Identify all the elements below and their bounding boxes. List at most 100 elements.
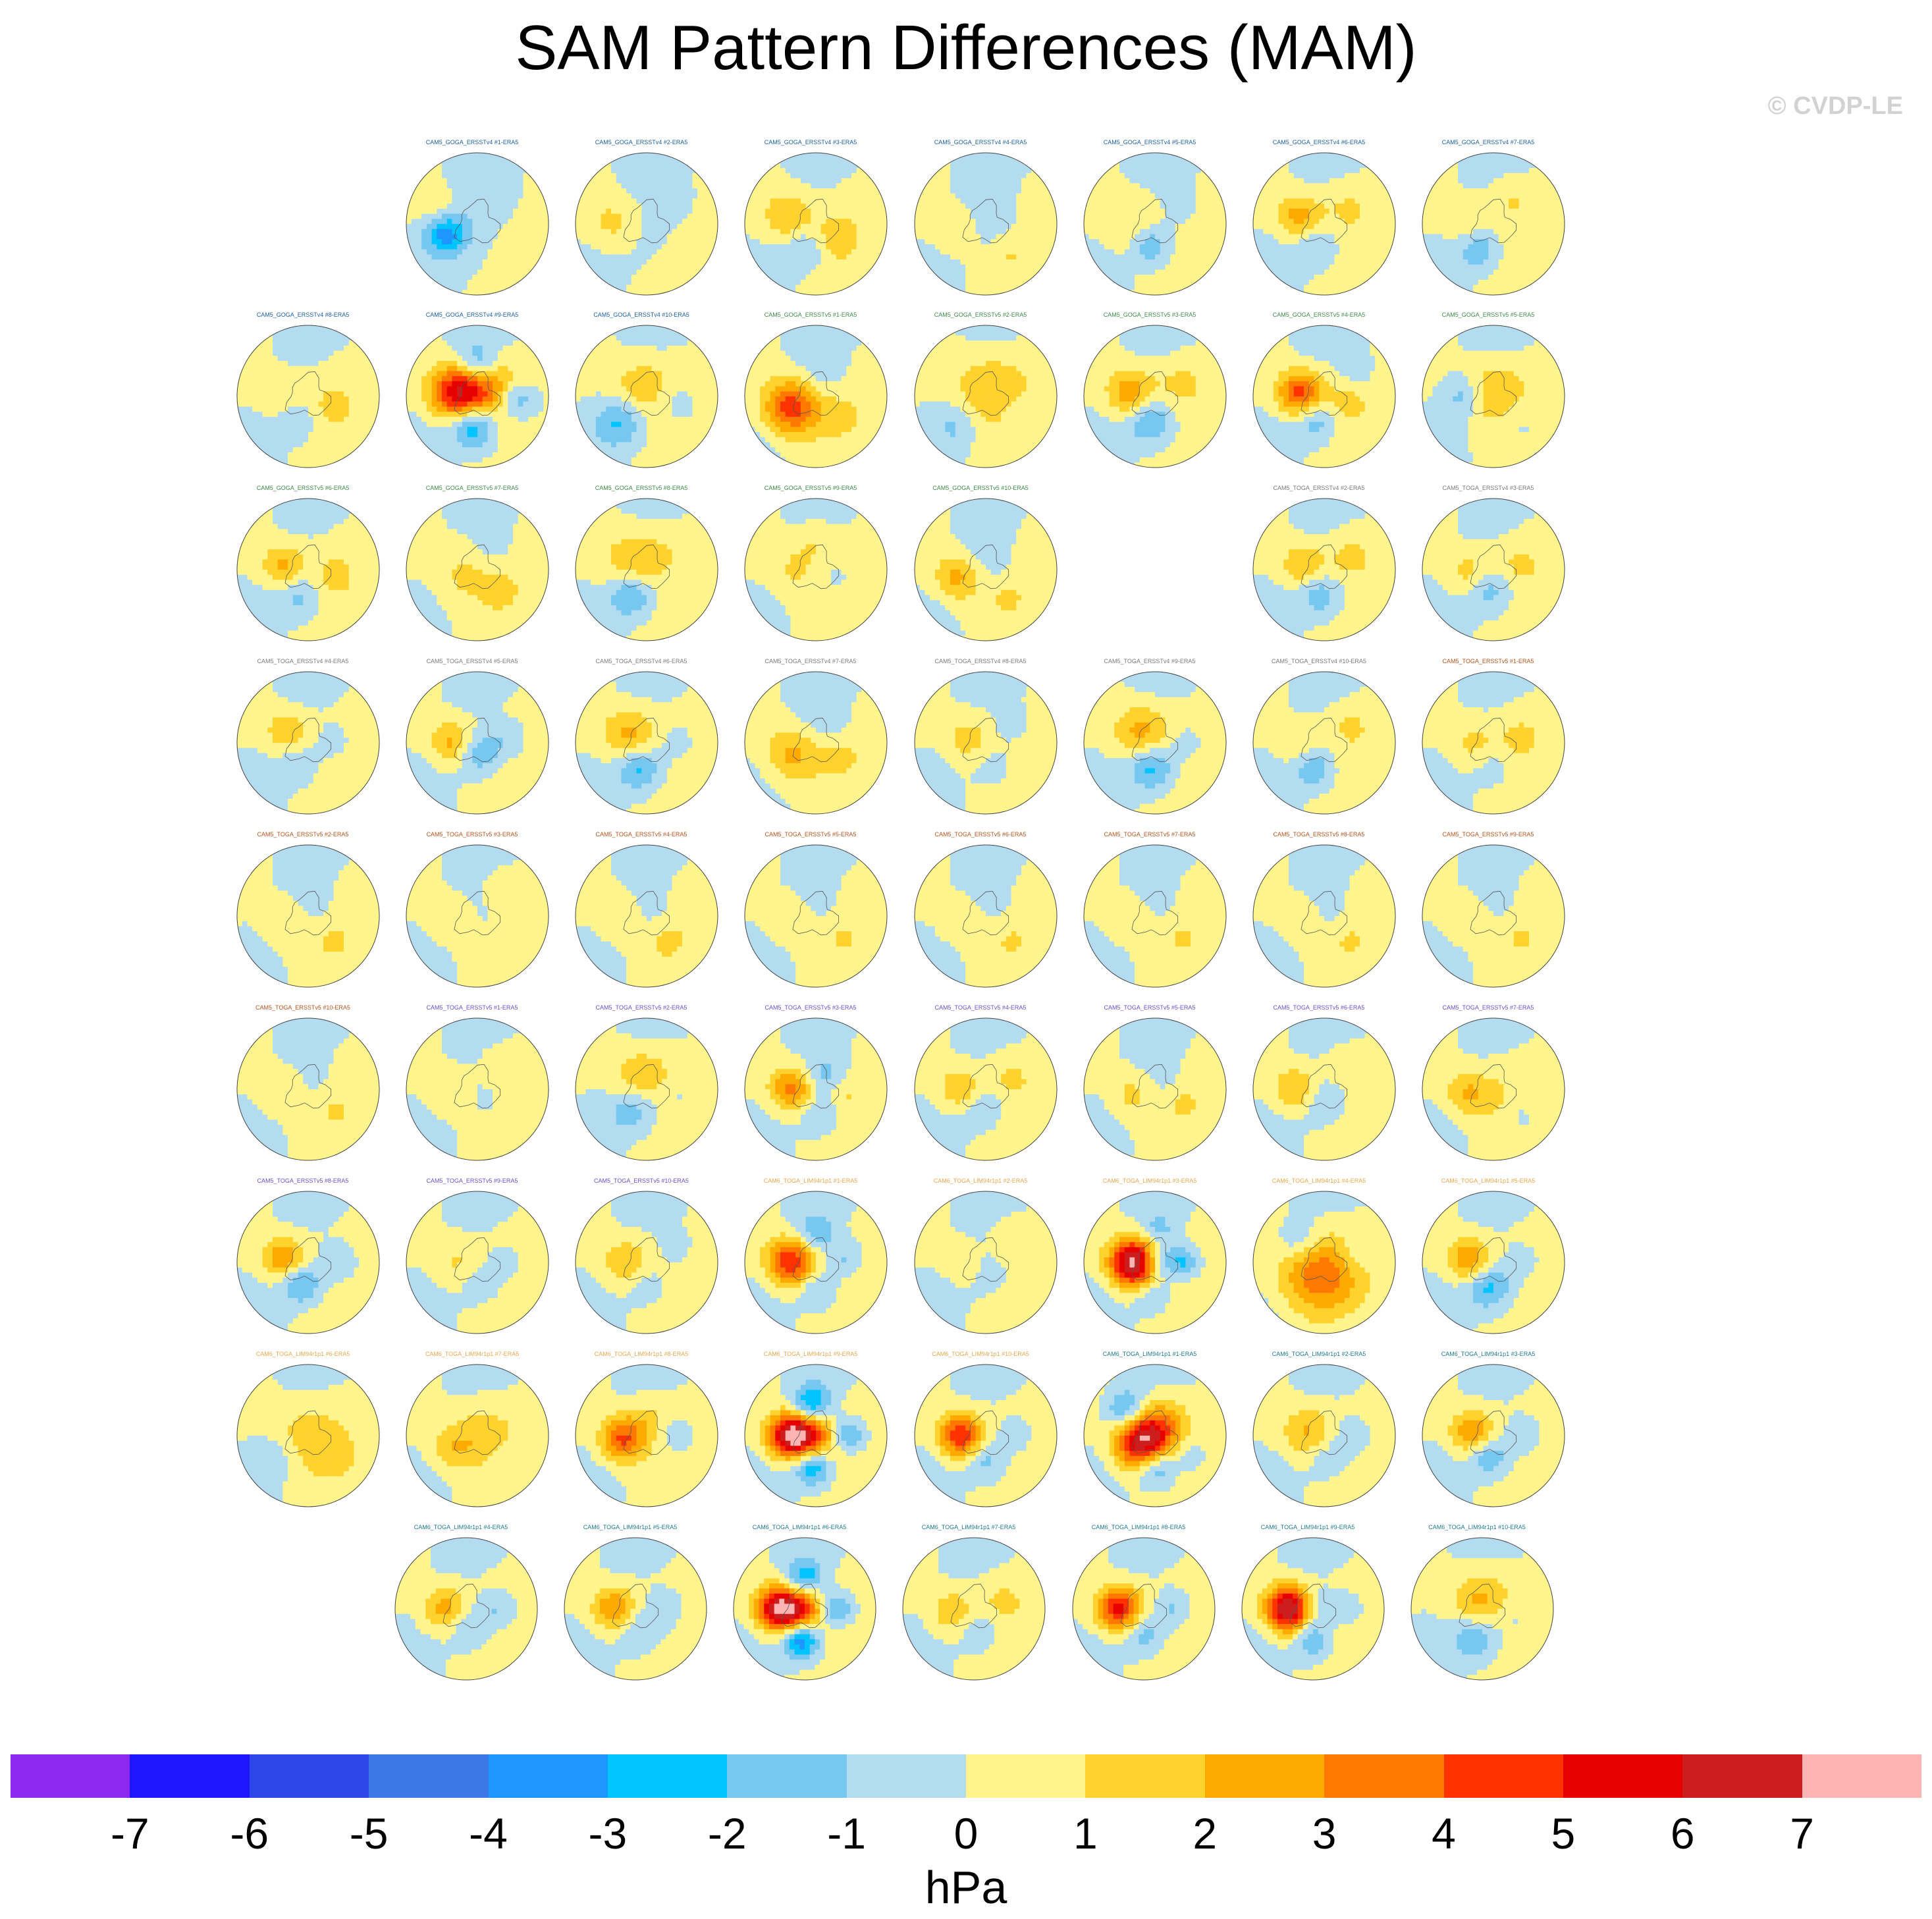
contour-cell <box>831 279 837 286</box>
contour-cell <box>1329 188 1335 194</box>
contour-cell <box>950 234 956 240</box>
contour-cell <box>647 219 653 225</box>
contour-cell <box>538 229 544 235</box>
contour-cell <box>457 254 463 260</box>
contour-cell <box>1046 193 1052 200</box>
contour-cell <box>836 239 842 245</box>
contour-cell <box>975 168 981 174</box>
contour-cell <box>1041 198 1048 204</box>
contour-cell <box>795 254 801 260</box>
contour-cell <box>662 254 668 260</box>
contour-cell <box>533 229 539 235</box>
contour-cell <box>1088 168 1095 174</box>
contour-cell <box>513 264 519 271</box>
contour-cell <box>1160 188 1166 194</box>
contour-cell <box>882 284 887 290</box>
contour-cell <box>1031 244 1037 250</box>
contour-cell <box>1119 178 1125 184</box>
contour-cell <box>990 224 997 230</box>
contour-cell <box>626 259 632 265</box>
contour-cell <box>595 279 602 286</box>
contour-cell <box>745 203 751 209</box>
contour-cell <box>1458 153 1464 159</box>
contour-cell <box>950 219 956 225</box>
contour-cell <box>482 183 489 189</box>
contour-cell <box>1544 153 1550 159</box>
contour-cell <box>1006 188 1012 194</box>
contour-cell <box>1109 284 1115 290</box>
contour-cell <box>1052 269 1057 275</box>
contour-cell <box>626 254 632 260</box>
contour-cell <box>1263 284 1269 290</box>
contour-cell <box>1180 173 1186 179</box>
contour-cell <box>1278 239 1284 245</box>
contour-cell <box>467 188 473 194</box>
contour-cell <box>692 234 698 240</box>
contour-cell <box>846 249 852 255</box>
contour-cell <box>1135 157 1140 164</box>
contour-cell <box>606 275 612 281</box>
contour-cell <box>775 244 781 250</box>
map-boundary <box>406 152 549 296</box>
contour-cell <box>876 284 882 290</box>
map-panel: CAM5_GOGA_ERSSTv4 #1-ERA5 <box>396 138 549 312</box>
contour-cell <box>816 259 822 265</box>
contour-cell <box>1319 259 1325 265</box>
contour-cell <box>631 173 637 179</box>
contour-cell <box>591 269 597 275</box>
contour-cell <box>1289 203 1295 209</box>
contour-cell <box>1026 249 1033 255</box>
contour-cell <box>1539 193 1545 200</box>
contour-cell <box>955 224 961 230</box>
contour-cell <box>1031 229 1037 235</box>
contour-cell <box>1016 173 1022 179</box>
contour-cell <box>1114 193 1120 200</box>
contour-cell <box>682 249 688 255</box>
contour-cell <box>1011 188 1017 194</box>
contour-cell <box>970 219 977 225</box>
contour-cell <box>930 279 936 286</box>
contour-cell <box>1160 259 1166 265</box>
contour-cell <box>1119 239 1125 245</box>
contour-cell <box>970 173 977 179</box>
contour-cell <box>487 213 493 219</box>
contour-cell <box>1041 229 1048 235</box>
contour-cell <box>1468 173 1474 179</box>
contour-cell <box>431 239 437 245</box>
contour-cell <box>1268 198 1274 204</box>
contour-cell <box>513 249 519 255</box>
contour-cell <box>940 203 946 209</box>
contour-cell <box>1099 249 1105 255</box>
contour-cell <box>502 203 508 209</box>
contour-cell <box>518 224 524 230</box>
contour-cell <box>1334 173 1340 179</box>
contour-cell <box>1559 157 1565 164</box>
contour-cell <box>1498 188 1505 194</box>
contour-cell <box>749 224 756 230</box>
contour-cell <box>626 229 632 235</box>
contour-cell <box>626 183 632 189</box>
contour-cell <box>533 284 539 290</box>
contour-cell <box>1278 284 1284 290</box>
contour-cell <box>1011 163 1017 169</box>
contour-cell <box>1031 279 1037 286</box>
contour-cell <box>472 208 478 215</box>
contour-cell <box>1144 234 1150 240</box>
contour-cell <box>930 219 936 225</box>
contour-cell <box>826 279 832 286</box>
contour-cell <box>1206 168 1212 174</box>
contour-cell <box>1124 229 1131 235</box>
contour-cell <box>651 203 658 209</box>
contour-cell <box>462 249 468 255</box>
contour-cell <box>528 193 534 200</box>
contour-cell <box>462 193 468 200</box>
contour-cell <box>493 279 498 286</box>
contour-cell <box>1339 279 1345 286</box>
contour-cell <box>780 269 786 275</box>
contour-cell <box>1319 188 1325 194</box>
contour-cell <box>785 229 792 235</box>
contour-cell <box>611 188 617 194</box>
contour-cell <box>1210 290 1217 295</box>
contour-cell <box>636 208 642 215</box>
contour-cell <box>980 275 986 281</box>
